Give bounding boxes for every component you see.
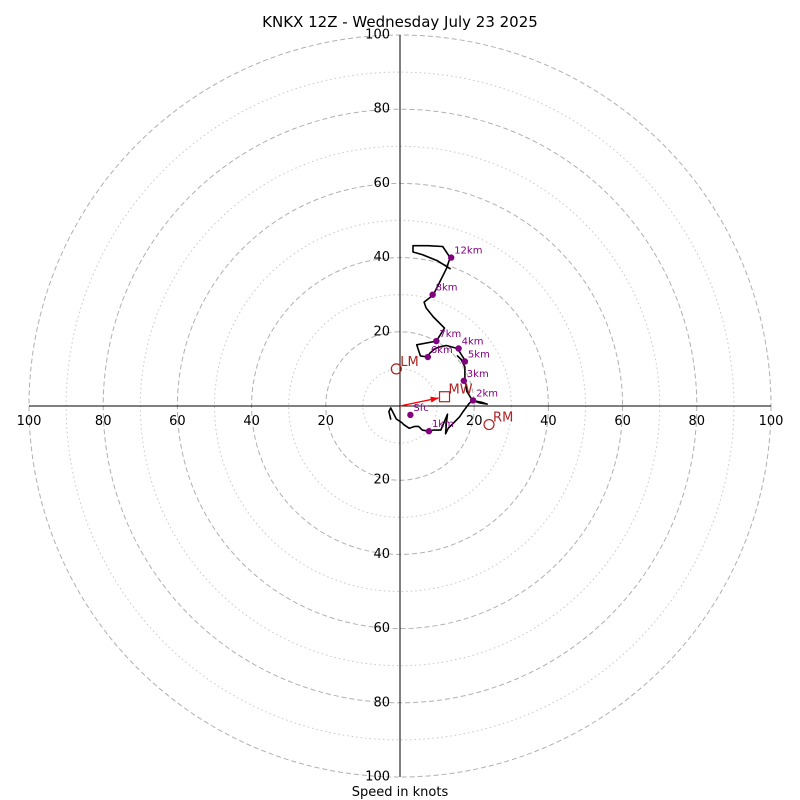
height-marker-7km <box>433 337 440 345</box>
height-label-6km: 6km <box>431 345 453 356</box>
height-label-12km: 12km <box>454 246 482 257</box>
height-marker-sfc <box>407 411 414 419</box>
tick-left-100: 100 <box>17 414 42 429</box>
storm-motion-rm-marker <box>483 418 495 431</box>
height-marker-1km <box>425 428 433 435</box>
height-marker-6km <box>424 353 432 361</box>
tick-right-40: 40 <box>540 414 557 429</box>
tick-top-80: 80 <box>373 102 390 117</box>
tick-top-100: 100 <box>365 28 390 43</box>
storm-motion-markers: LM RM MW <box>390 355 513 431</box>
mean-wind-arrow-head <box>430 396 439 403</box>
tick-left-20: 20 <box>318 414 335 429</box>
chart-title: KNKX 12Z - Wednesday July 23 2025 <box>262 13 538 31</box>
height-label-8km: 8km <box>436 283 458 294</box>
height-markers: Sfc 1km 2km 3km 4km 5km 6km 7km 8km 12km <box>407 246 498 435</box>
tick-top-20: 20 <box>373 324 390 339</box>
height-label-sfc: Sfc <box>413 403 428 414</box>
tick-right-80: 80 <box>689 414 706 429</box>
height-label-3km: 3km <box>467 369 489 380</box>
tick-top-40: 40 <box>373 250 390 265</box>
tick-bottom-80: 80 <box>373 695 390 710</box>
tick-right-100: 100 <box>759 414 784 429</box>
height-marker-4km <box>455 345 462 352</box>
height-label-5km: 5km <box>468 349 490 360</box>
storm-motion-lm-label: LM <box>400 355 418 370</box>
height-label-1km: 1km <box>432 419 454 430</box>
height-label-2km: 2km <box>476 388 498 399</box>
height-marker-3km <box>460 377 468 384</box>
tick-top-60: 60 <box>373 176 390 191</box>
tick-labels: 100 80 60 40 20 20 40 60 80 100 20 40 60 80 100 20 40 60 8… <box>17 28 784 785</box>
storm-motion-lm-marker <box>390 363 402 375</box>
tick-right-60: 60 <box>614 414 631 429</box>
storm-motion-mw-marker <box>438 391 451 403</box>
height-label-4km: 4km <box>462 336 484 347</box>
height-marker-2km <box>469 397 477 404</box>
tick-bottom-100: 100 <box>365 770 390 785</box>
height-marker-8km <box>429 291 436 298</box>
tick-right-20: 20 <box>466 414 483 429</box>
tick-bottom-60: 60 <box>373 621 390 636</box>
tick-bottom-40: 40 <box>373 547 390 562</box>
height-marker-5km <box>461 358 469 365</box>
tick-left-40: 40 <box>243 414 260 429</box>
storm-motion-rm-label: RM <box>493 411 513 426</box>
height-label-7km: 7km <box>439 329 461 340</box>
x-axis-label: Speed in knots <box>352 785 449 800</box>
tick-left-60: 60 <box>169 414 186 429</box>
tick-left-80: 80 <box>95 414 112 429</box>
height-marker-12km <box>447 254 455 261</box>
tick-bottom-20: 20 <box>373 473 390 488</box>
storm-motion-mw-label: MW <box>449 383 473 398</box>
